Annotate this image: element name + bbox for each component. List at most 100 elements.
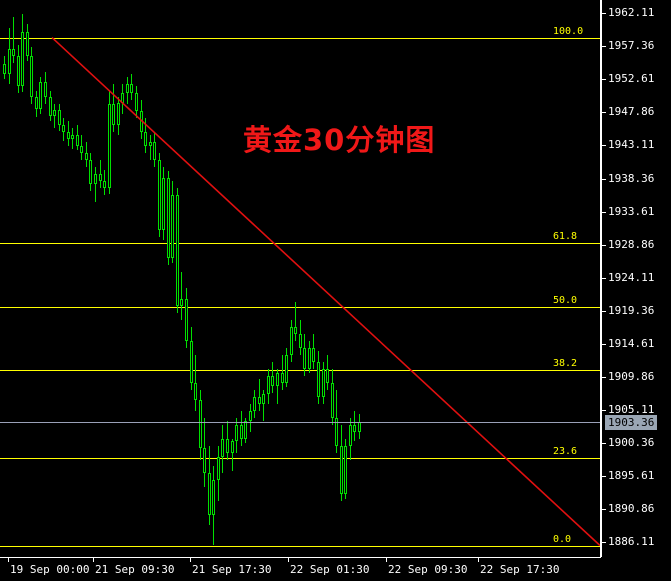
price-tick-label: 1952.61 (608, 72, 655, 85)
candle-body (226, 438, 229, 453)
fib-level-label: 38.2 (553, 358, 578, 369)
candle-body (126, 83, 129, 94)
time-tick (386, 558, 387, 562)
candle-body (235, 424, 238, 442)
price-tick (601, 179, 606, 180)
price-tick-label: 1886.11 (608, 535, 655, 548)
candle-body (135, 93, 138, 112)
time-tick (190, 558, 191, 562)
candle-body (85, 153, 88, 161)
candle-body (190, 341, 193, 383)
candle-body (149, 142, 152, 147)
price-tick-label: 1914.61 (608, 337, 655, 350)
candle-body (322, 369, 325, 397)
candle-body (326, 369, 329, 383)
candle-body (290, 327, 293, 356)
candle-body (53, 110, 56, 116)
candle-body (271, 375, 274, 386)
price-tick (601, 542, 606, 543)
candle-body (281, 373, 284, 383)
fib-level-label: 23.6 (553, 446, 578, 457)
fib-level-line (0, 370, 600, 371)
candle-wick (95, 167, 96, 202)
candle-body (153, 142, 156, 161)
candle-body (199, 399, 202, 449)
candle-body (94, 174, 97, 184)
candle-body (180, 299, 183, 307)
price-tick (601, 278, 606, 279)
price-tick-label: 1962.11 (608, 6, 655, 19)
candle-body (130, 83, 133, 94)
candle-body (158, 160, 161, 230)
candle-body (44, 82, 47, 98)
candle-body (240, 424, 243, 439)
candle-body (299, 334, 302, 349)
plot-bottom-border (0, 557, 601, 558)
candle-body (262, 394, 265, 404)
candle-body (121, 93, 124, 104)
candle-body (80, 146, 83, 154)
candle-body (221, 438, 224, 457)
candle-body (171, 194, 174, 258)
price-tick-label: 1919.36 (608, 304, 655, 317)
candle-body (353, 424, 356, 432)
fib-level-line (0, 38, 600, 39)
price-tick (601, 509, 606, 510)
candle-body (49, 97, 52, 116)
candle-body (76, 135, 79, 147)
candle-body (3, 64, 6, 74)
candle-body (340, 445, 343, 495)
candle-body (12, 48, 15, 56)
candle-body (99, 174, 102, 182)
candle-body (35, 97, 38, 109)
price-tick-label: 1909.86 (608, 370, 655, 383)
candle-body (258, 396, 261, 404)
price-tick-label: 1895.61 (608, 469, 655, 482)
price-tick-label: 1943.11 (608, 138, 655, 151)
candle-body (344, 445, 347, 495)
candle-body (253, 396, 256, 411)
candle-body (89, 160, 92, 184)
price-tick (601, 245, 606, 246)
price-tick (601, 13, 606, 14)
candle-body (276, 373, 279, 386)
candle-body (244, 420, 247, 439)
candle-body (176, 194, 179, 307)
candle-wick (54, 104, 55, 129)
price-tick (601, 46, 606, 47)
fib-level-line (0, 546, 600, 547)
candle-body (231, 441, 234, 453)
candle-body (26, 32, 29, 56)
time-axis[interactable]: 19 Sep 00:00 21 Sep 09:30 21 Sep 17:30 22 S… (0, 558, 601, 581)
candle-body (217, 456, 220, 481)
price-tick (601, 79, 606, 80)
fib-level-line (0, 458, 600, 459)
chart-title: 黄金30分钟图 (243, 123, 436, 157)
candle-body (312, 348, 315, 363)
price-tick (601, 145, 606, 146)
candle-body (212, 480, 215, 516)
candle-body (30, 55, 33, 98)
time-tick-label: 19 Sep 00:00 (10, 563, 90, 576)
price-tick (601, 410, 606, 411)
fib-level-line (0, 307, 600, 308)
candle-wick (295, 302, 296, 342)
price-tick (601, 476, 606, 477)
candle-body (62, 125, 65, 133)
candle-body (208, 473, 211, 516)
current-price-badge: 1903.36 (605, 415, 658, 430)
candle-body (58, 110, 61, 126)
candle-wick (150, 135, 151, 161)
price-tick-label: 1890.86 (608, 502, 655, 515)
candle-body (108, 104, 111, 188)
fib-level-label: 50.0 (553, 295, 578, 306)
time-tick-label: 21 Sep 17:30 (192, 563, 272, 576)
candle-body (249, 410, 252, 421)
chart-plot-area[interactable]: 100.0 61.8 50.0 38.2 23.6 0.0 黄金30分钟图 (0, 0, 600, 557)
price-axis[interactable]: 1962.11 1957.36 1952.61 1947.86 1943.11 1938.… (601, 0, 671, 581)
candle-body (349, 424, 352, 446)
candle-body (203, 448, 206, 474)
candle-body (144, 132, 147, 147)
price-tick-label: 1924.11 (608, 271, 655, 284)
